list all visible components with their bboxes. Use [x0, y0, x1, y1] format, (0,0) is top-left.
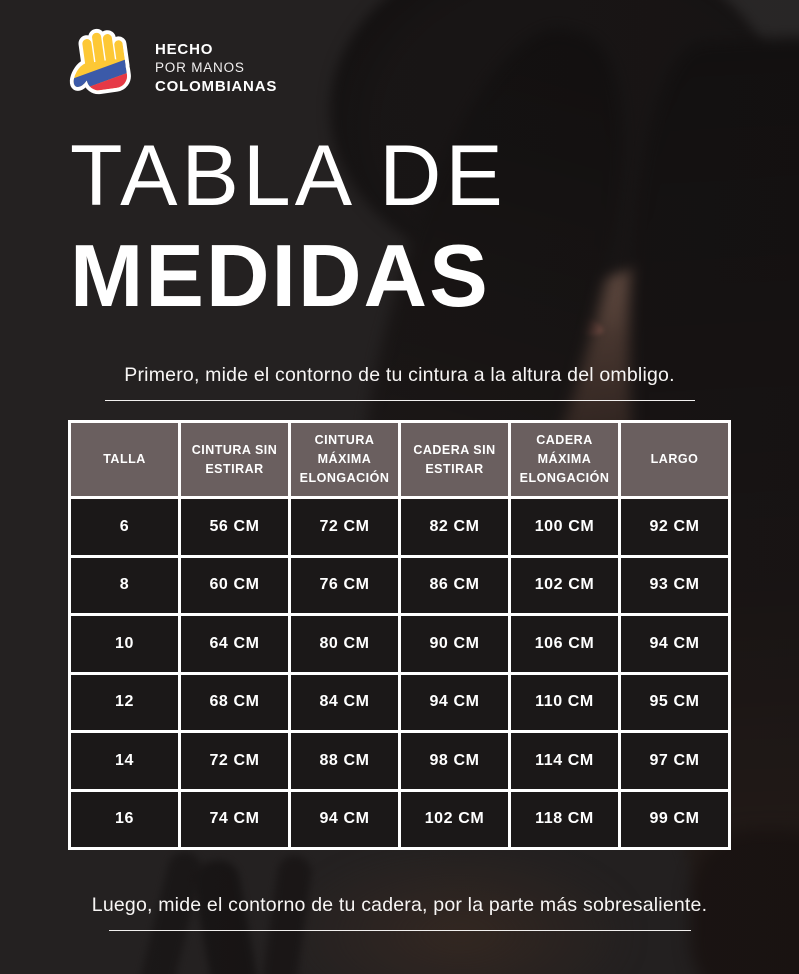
hip-instruction: Luego, mide el contorno de tu cadera, po…: [0, 894, 799, 931]
measure-cell: 102 CM: [398, 788, 511, 850]
measure-cell: 102 CM: [508, 554, 621, 616]
table-row: 14 72 CM 88 CM 98 CM 114 CM 97 CM: [68, 730, 731, 792]
column-header: CINTURA MÁXIMA ELONGACIÓN: [288, 420, 401, 499]
page-title-line-2: MEDIDAS: [70, 226, 490, 325]
header-row: TALLA CINTURA SIN ESTIRAR CINTURA MÁXIMA E…: [68, 420, 731, 499]
size-table-body: 6 56 CM 72 CM 82 CM 100 CM 92 CM 8 60 CM 76 CM 86…: [68, 496, 731, 850]
underline-divider: [104, 400, 695, 401]
measure-cell: 68 CM: [178, 671, 291, 733]
column-header: CADERA MÁXIMA ELONGACIÓN: [508, 420, 621, 499]
measure-cell: 64 CM: [178, 613, 291, 675]
measure-cell: 72 CM: [288, 496, 401, 558]
measure-cell: 110 CM: [508, 671, 621, 733]
measure-cell: 80 CM: [288, 613, 401, 675]
underline-divider: [108, 930, 691, 931]
measure-cell: 92 CM: [618, 496, 731, 558]
brand-name: HECHO POR MANOS COLOMBIANAS: [155, 40, 277, 96]
page-title-line-1: TABLA DE: [70, 128, 507, 224]
hip-instruction-text: Luego, mide el contorno de tu cadera, po…: [91, 894, 708, 916]
measure-cell: 93 CM: [618, 554, 731, 616]
measure-cell: 94 CM: [288, 788, 401, 850]
size-cell: 10: [68, 613, 181, 675]
measure-cell: 56 CM: [178, 496, 291, 558]
measure-cell: 118 CM: [508, 788, 621, 850]
measure-cell: 84 CM: [288, 671, 401, 733]
measure-cell: 88 CM: [288, 730, 401, 792]
measure-cell: 72 CM: [178, 730, 291, 792]
column-header: CINTURA SIN ESTIRAR: [178, 420, 291, 499]
measure-cell: 94 CM: [398, 671, 511, 733]
size-cell: 14: [68, 730, 181, 792]
measure-cell: 99 CM: [618, 788, 731, 850]
brand-line-1: HECHO: [155, 41, 214, 59]
measure-cell: 90 CM: [398, 613, 511, 675]
column-header: CADERA SIN ESTIRAR: [398, 420, 511, 499]
measure-cell: 74 CM: [178, 788, 291, 850]
table-row: 6 56 CM 72 CM 82 CM 100 CM 92 CM: [68, 496, 731, 558]
measure-cell: 76 CM: [288, 554, 401, 616]
waist-instruction: Primero, mide el contorno de tu cintura …: [0, 364, 799, 401]
table-row: 10 64 CM 80 CM 90 CM 106 CM 94 CM: [68, 613, 731, 675]
size-cell: 6: [68, 496, 181, 558]
brand-logo: HECHO POR MANOS COLOMBIANAS: [60, 26, 277, 110]
measure-cell: 100 CM: [508, 496, 621, 558]
measure-cell: 82 CM: [398, 496, 511, 558]
measure-cell: 98 CM: [398, 730, 511, 792]
table-row: 8 60 CM 76 CM 86 CM 102 CM 93 CM: [68, 554, 731, 616]
page-title: TABLA DE MEDIDAS: [70, 126, 507, 326]
measure-cell: 86 CM: [398, 554, 511, 616]
column-header: LARGO: [618, 420, 731, 499]
waist-instruction-text: Primero, mide el contorno de tu cintura …: [124, 364, 675, 386]
table-row: 16 74 CM 94 CM 102 CM 118 CM 99 CM: [68, 788, 731, 850]
size-cell: 12: [68, 671, 181, 733]
measure-cell: 94 CM: [618, 613, 731, 675]
size-cell: 16: [68, 788, 181, 850]
measure-cell: 97 CM: [618, 730, 731, 792]
brand-line-3: COLOMBIANAS: [155, 77, 278, 95]
size-table: TALLA CINTURA SIN ESTIRAR CINTURA MÁXIMA E…: [68, 420, 731, 850]
measure-cell: 114 CM: [508, 730, 621, 792]
measure-cell: 95 CM: [618, 671, 731, 733]
colombian-hand-icon: [69, 28, 131, 95]
brand-line-2: POR MANOS: [155, 60, 245, 76]
size-cell: 8: [68, 554, 181, 616]
column-header: TALLA: [68, 420, 181, 499]
size-table-head: TALLA CINTURA SIN ESTIRAR CINTURA MÁXIMA E…: [68, 420, 731, 499]
measure-cell: 106 CM: [508, 613, 621, 675]
measure-cell: 60 CM: [178, 554, 291, 616]
table-row: 12 68 CM 84 CM 94 CM 110 CM 95 CM: [68, 671, 731, 733]
